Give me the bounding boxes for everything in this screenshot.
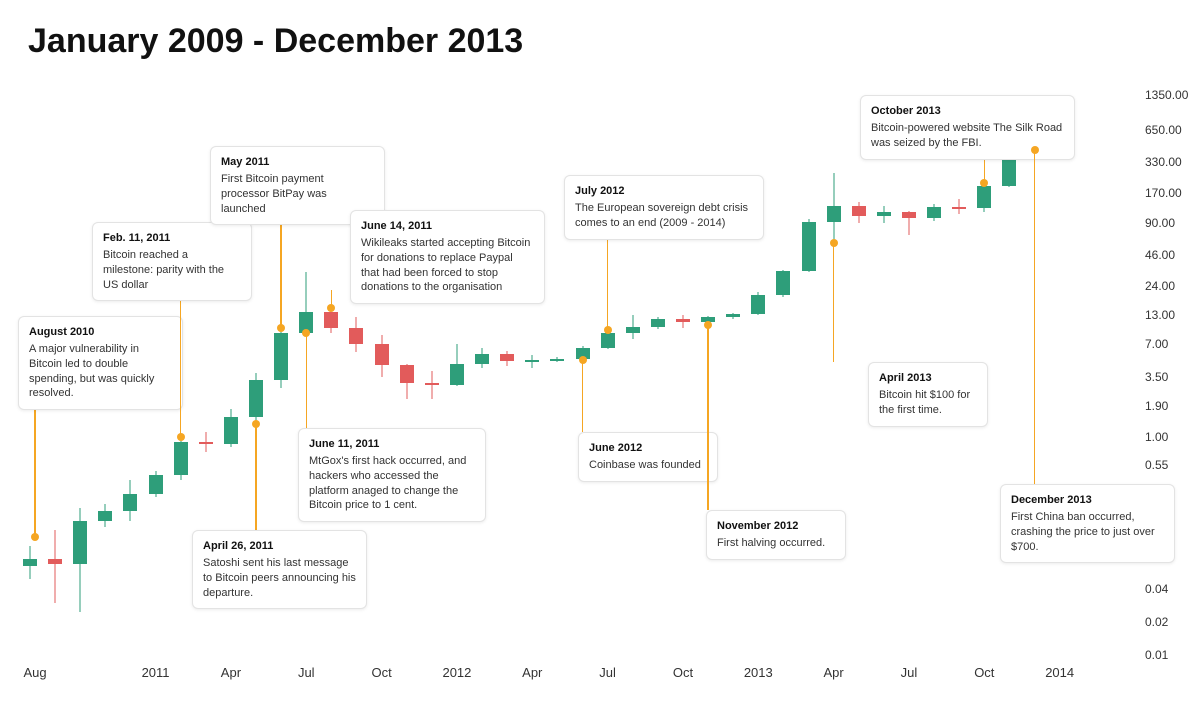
y-tick-label: 0.02 bbox=[1145, 615, 1195, 629]
y-tick-label: 330.00 bbox=[1145, 155, 1195, 169]
annotation-body: First China ban occurred, crashing the p… bbox=[1011, 510, 1164, 555]
annotation-title: June 2012 bbox=[589, 441, 707, 456]
y-tick-label: 3.50 bbox=[1145, 370, 1195, 384]
annotation-title: August 2010 bbox=[29, 325, 172, 340]
annotation-box: July 2012 The European sovereign debt cri… bbox=[564, 175, 764, 240]
annotation-leader bbox=[707, 325, 709, 510]
annotation-leader-dot bbox=[177, 433, 185, 441]
annotation-title: Feb. 11, 2011 bbox=[103, 231, 241, 246]
annotation-leader-dot bbox=[704, 321, 712, 329]
annotation-box: December 2013 First China ban occurred, c… bbox=[1000, 484, 1175, 563]
y-tick-label: 90.00 bbox=[1145, 216, 1195, 230]
x-tick-label: Apr bbox=[824, 665, 844, 680]
annotation-title: December 2013 bbox=[1011, 493, 1164, 508]
annotation-box: June 2012 Coinbase was founded bbox=[578, 432, 718, 482]
annotation-box: November 2012 First halving occurred. bbox=[706, 510, 846, 560]
candle bbox=[827, 95, 841, 655]
candle bbox=[475, 95, 489, 655]
annotation-box: Feb. 11, 2011 Bitcoin reached a milestone… bbox=[92, 222, 252, 301]
annotation-body: First Bitcoin payment processor BitPay w… bbox=[221, 172, 374, 217]
annotation-title: October 2013 bbox=[871, 104, 1064, 119]
candle bbox=[1002, 95, 1016, 655]
annotation-leader bbox=[306, 333, 308, 428]
annotation-body: MtGox's first hack occurred, and hackers… bbox=[309, 454, 475, 513]
x-tick-label: Apr bbox=[522, 665, 542, 680]
x-tick-label: Apr bbox=[221, 665, 241, 680]
y-tick-label: 7.00 bbox=[1145, 337, 1195, 351]
annotation-title: June 11, 2011 bbox=[309, 437, 475, 452]
annotation-title: April 26, 2011 bbox=[203, 539, 356, 554]
candle bbox=[525, 95, 539, 655]
annotation-title: June 14, 2011 bbox=[361, 219, 534, 234]
y-tick-label: 0.55 bbox=[1145, 458, 1195, 472]
annotation-leader-dot bbox=[604, 326, 612, 334]
y-tick-label: 1350.00 bbox=[1145, 88, 1195, 102]
y-tick-label: 1.90 bbox=[1145, 399, 1195, 413]
annotation-title: May 2011 bbox=[221, 155, 374, 170]
annotation-leader bbox=[331, 290, 333, 308]
annotation-box: June 14, 2011 Wikileaks started accepting… bbox=[350, 210, 545, 304]
annotation-leader bbox=[833, 243, 835, 362]
annotation-leader bbox=[1034, 150, 1036, 484]
annotation-leader-dot bbox=[327, 304, 335, 312]
annotation-leader-dot bbox=[252, 420, 260, 428]
annotation-box: April 2013 Bitcoin hit $100 for the first… bbox=[868, 362, 988, 427]
candle bbox=[1053, 95, 1067, 655]
y-tick-label: 13.00 bbox=[1145, 308, 1195, 322]
y-tick-label: 24.00 bbox=[1145, 279, 1195, 293]
annotation-leader bbox=[607, 228, 609, 330]
annotation-leader-dot bbox=[1031, 146, 1039, 154]
x-tick-label: 2014 bbox=[1045, 665, 1074, 680]
y-tick-label: 650.00 bbox=[1145, 123, 1195, 137]
candle bbox=[802, 95, 816, 655]
annotation-box: June 11, 2011 MtGox's first hack occurred… bbox=[298, 428, 486, 522]
annotation-body: The European sovereign debt crisis comes… bbox=[575, 201, 753, 231]
annotation-body: A major vulnerability in Bitcoin led to … bbox=[29, 342, 172, 401]
y-tick-label: 1.00 bbox=[1145, 430, 1195, 444]
annotation-leader-dot bbox=[579, 356, 587, 364]
annotation-leader-dot bbox=[277, 324, 285, 332]
annotation-body: Coinbase was founded bbox=[589, 458, 707, 473]
x-tick-label: 2013 bbox=[744, 665, 773, 680]
candle bbox=[852, 95, 866, 655]
candle bbox=[425, 95, 439, 655]
candle bbox=[776, 95, 790, 655]
candle bbox=[400, 95, 414, 655]
annotation-title: November 2012 bbox=[717, 519, 835, 534]
annotation-leader-dot bbox=[980, 179, 988, 187]
x-tick-label: Oct bbox=[371, 665, 391, 680]
annotation-leader bbox=[582, 360, 584, 432]
y-tick-label: 170.00 bbox=[1145, 186, 1195, 200]
annotation-leader-dot bbox=[830, 239, 838, 247]
x-tick-label: Jul bbox=[298, 665, 315, 680]
annotation-body: Satoshi sent his last message to Bitcoin… bbox=[203, 556, 356, 601]
x-tick-label: 2012 bbox=[442, 665, 471, 680]
x-tick-label: Oct bbox=[974, 665, 994, 680]
y-tick-label: 0.01 bbox=[1145, 648, 1195, 662]
annotation-title: April 2013 bbox=[879, 371, 977, 386]
annotation-box: April 26, 2011 Satoshi sent his last mess… bbox=[192, 530, 367, 609]
y-tick-label: 0.04 bbox=[1145, 582, 1195, 596]
annotation-box: August 2010 A major vulnerability in Bitc… bbox=[18, 316, 183, 410]
x-tick-label: 2011 bbox=[142, 665, 170, 680]
x-tick-label: Oct bbox=[673, 665, 693, 680]
x-tick-label: Aug bbox=[23, 665, 46, 680]
x-tick-label: Jul bbox=[901, 665, 918, 680]
y-tick-label: 46.00 bbox=[1145, 248, 1195, 262]
candle bbox=[500, 95, 514, 655]
annotation-body: Bitcoin reached a milestone: parity with… bbox=[103, 248, 241, 293]
annotation-title: July 2012 bbox=[575, 184, 753, 199]
annotation-body: Wikileaks started accepting Bitcoin for … bbox=[361, 236, 534, 295]
annotation-body: First halving occurred. bbox=[717, 536, 835, 551]
candle bbox=[550, 95, 564, 655]
annotation-box: October 2013Bitcoin-powered website The … bbox=[860, 95, 1075, 160]
annotation-leader bbox=[255, 424, 257, 530]
page-title: January 2009 - December 2013 bbox=[28, 22, 523, 61]
annotation-leader-dot bbox=[31, 533, 39, 541]
annotation-leader-dot bbox=[302, 329, 310, 337]
x-tick-label: Jul bbox=[599, 665, 616, 680]
annotation-body: Bitcoin hit $100 for the first time. bbox=[879, 388, 977, 418]
candle bbox=[450, 95, 464, 655]
